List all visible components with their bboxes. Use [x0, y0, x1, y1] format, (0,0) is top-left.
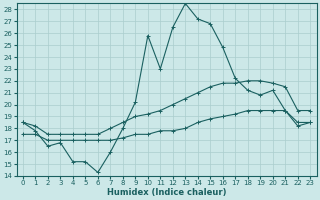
X-axis label: Humidex (Indice chaleur): Humidex (Indice chaleur)	[107, 188, 226, 197]
